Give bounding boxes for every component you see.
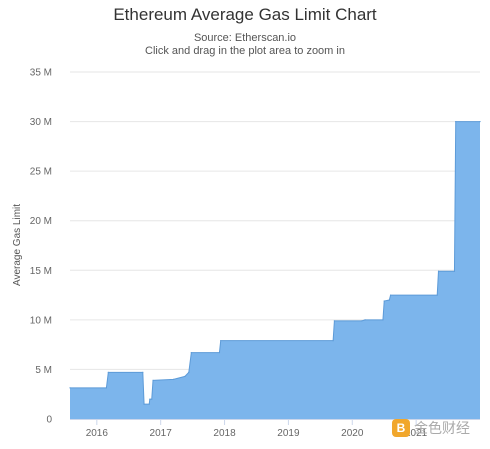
data-point — [382, 319, 384, 321]
data-point — [188, 371, 190, 374]
data-point — [361, 320, 363, 322]
chart-title: Ethereum Average Gas Limit Chart — [113, 5, 377, 24]
x-tick-label: 2020 — [341, 428, 364, 439]
data-point — [437, 270, 440, 272]
data-point — [364, 319, 366, 321]
data-point — [151, 398, 153, 400]
y-tick-label: 35 M — [30, 68, 52, 79]
data-point — [107, 371, 109, 374]
x-tick-label: 2018 — [213, 428, 236, 439]
series-line — [70, 121, 480, 405]
data-point — [190, 351, 192, 354]
y-axis: 0 5 M 10 M 15 M 20 M 25 M 30 M 35 M — [30, 68, 53, 426]
data-point — [332, 340, 334, 342]
y-tick-label: 30 M — [30, 117, 52, 128]
data-point — [389, 294, 392, 296]
data-point — [218, 351, 221, 354]
data-point — [388, 299, 390, 301]
plot-area[interactable] — [69, 120, 481, 420]
data-point — [172, 378, 175, 380]
data-point — [142, 371, 144, 374]
data-point — [220, 340, 222, 342]
data-point — [455, 120, 457, 123]
data-point — [479, 120, 481, 123]
data-point — [148, 403, 150, 405]
x-tick-label: 2016 — [86, 428, 109, 439]
zoom-instruction: Click and drag in the plot area to zoom … — [145, 45, 345, 57]
data-point — [69, 387, 71, 389]
watermark-text: 金色财经 — [414, 420, 470, 436]
x-tick-label: 2017 — [150, 428, 173, 439]
y-tick-label: 25 M — [30, 167, 52, 178]
y-tick-label: 20 M — [30, 216, 52, 227]
data-point — [149, 398, 151, 400]
x-tick-label: 2019 — [277, 428, 300, 439]
y-tick-label: 15 M — [30, 266, 52, 277]
data-point — [184, 375, 186, 377]
y-tick-label: 10 M — [30, 315, 52, 326]
data-point — [383, 300, 385, 302]
y-axis-label: Average Gas Limit — [12, 204, 23, 286]
x-tick-label: 2021 — [405, 428, 428, 439]
series-area[interactable] — [70, 121, 480, 420]
y-tick-label: 0 — [46, 415, 52, 426]
chart-subtitle: Source: Etherscan.io — [193, 32, 297, 44]
data-point — [453, 270, 456, 272]
data-point — [333, 320, 335, 322]
y-tick-label: 5 M — [35, 365, 52, 376]
data-point — [105, 387, 108, 389]
watermark-logo: B — [392, 419, 410, 437]
data-point — [436, 294, 438, 296]
x-axis: 2016 2017 2018 2019 2020 2021 — [70, 419, 480, 439]
data-point — [152, 379, 154, 381]
data-point — [143, 403, 145, 405]
